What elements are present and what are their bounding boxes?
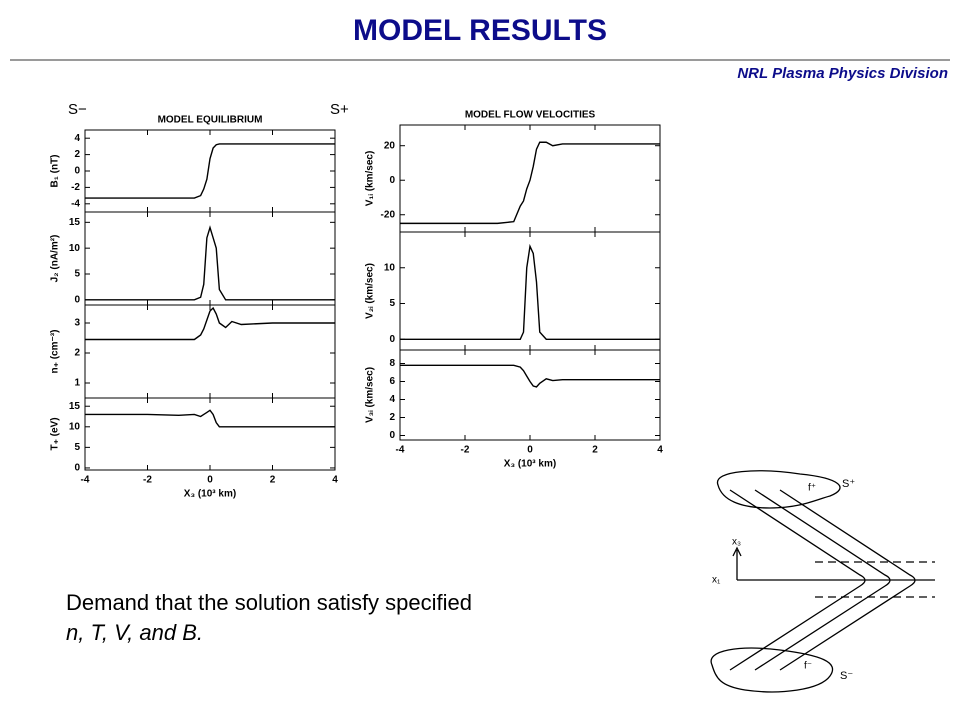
x-tick-label: 4 <box>657 445 663 456</box>
y-tick-label: 2 <box>74 149 80 160</box>
y-tick-label: 10 <box>69 421 81 432</box>
body-line: Demand that the solution satisfy specifi… <box>66 590 472 615</box>
diagram-label: S⁻ <box>840 670 853 682</box>
y-tick-label: -4 <box>71 198 80 209</box>
y-axis-label: T₊ (eV) <box>50 417 61 450</box>
y-tick-label: 2 <box>389 412 395 423</box>
y-tick-label: 10 <box>384 262 396 273</box>
y-tick-label: 5 <box>389 298 395 309</box>
panel-frame <box>399 349 661 441</box>
x-tick-label: -4 <box>81 475 90 486</box>
y-tick-label: 10 <box>69 243 81 254</box>
y-tick-label: 0 <box>389 334 395 345</box>
y-tick-label: 20 <box>384 140 396 151</box>
y-tick-label: 0 <box>74 294 80 305</box>
y-tick-label: 6 <box>389 376 395 387</box>
data-line <box>400 364 660 388</box>
data-line <box>85 225 335 301</box>
x-tick-label: 0 <box>527 445 533 456</box>
diagram-label: f⁺ <box>808 483 816 494</box>
data-line <box>85 306 335 341</box>
x-tick-label: -2 <box>143 475 152 486</box>
x-tick-label: 2 <box>270 475 276 486</box>
y-tick-label: 5 <box>74 442 80 453</box>
y-tick-label: 15 <box>69 401 81 412</box>
x-tick-label: 0 <box>207 475 213 486</box>
data-line <box>85 143 335 199</box>
panel-frame <box>84 397 336 471</box>
chart-title: MODEL EQUILIBRIUM <box>158 115 263 126</box>
y-tick-label: 2 <box>74 348 80 359</box>
data-line <box>400 141 660 225</box>
division: NRL Plasma Physics Division <box>737 65 948 82</box>
body-line: n, T, V, and B. <box>66 620 203 645</box>
data-line <box>85 409 335 428</box>
x-tick-label: -4 <box>396 445 405 456</box>
x-tick-label: 2 <box>592 445 598 456</box>
y-axis-label: V₂ᵢ (km/sec) <box>365 263 376 319</box>
y-tick-label: 0 <box>74 166 80 177</box>
data-line <box>400 243 660 340</box>
y-axis-label: J₂ (nA/m²) <box>50 235 61 283</box>
y-axis-label: B₁ (nT) <box>50 154 61 187</box>
y-axis-label: n₊ (cm⁻³) <box>50 330 61 374</box>
blob <box>717 470 841 509</box>
y-tick-label: -2 <box>71 182 80 193</box>
y-tick-label: 4 <box>389 394 395 405</box>
y-tick-label: 1 <box>74 378 80 389</box>
y-axis-label: V₃ᵢ (km/sec) <box>365 367 376 423</box>
chart-title: MODEL FLOW VELOCITIES <box>465 110 596 121</box>
s-plus-label: S+ <box>330 101 349 118</box>
x-axis-label: X₃ (10³ km) <box>184 489 236 500</box>
y-tick-label: 5 <box>74 269 80 280</box>
arrow <box>732 546 742 557</box>
y-tick-label: 8 <box>389 358 395 369</box>
y-tick-label: 0 <box>389 175 395 186</box>
y-tick-label: 4 <box>74 133 80 144</box>
y-tick-label: 15 <box>69 217 81 228</box>
x-axis-label: X₃ (10³ km) <box>504 459 556 470</box>
x-tick-label: 4 <box>332 475 338 486</box>
y-axis-label: V₁ᵢ (km/sec) <box>365 151 376 207</box>
slide-title: MODEL RESULTS <box>353 14 607 47</box>
y-tick-label: 0 <box>74 463 80 474</box>
diagram-label: f⁻ <box>804 661 812 672</box>
diagram-label: x₃ <box>732 537 741 548</box>
x-tick-label: -2 <box>461 445 470 456</box>
panel-frame <box>84 129 336 213</box>
y-tick-label: 3 <box>74 318 80 329</box>
y-tick-label: 0 <box>389 430 395 441</box>
diagram-label: x₁ <box>712 575 721 586</box>
s-minus-label: S− <box>68 101 87 118</box>
y-tick-label: -20 <box>381 209 396 220</box>
panel-frame <box>84 304 336 399</box>
diagram <box>710 470 935 693</box>
diagram-label: S⁺ <box>842 478 855 490</box>
blob <box>710 647 833 693</box>
